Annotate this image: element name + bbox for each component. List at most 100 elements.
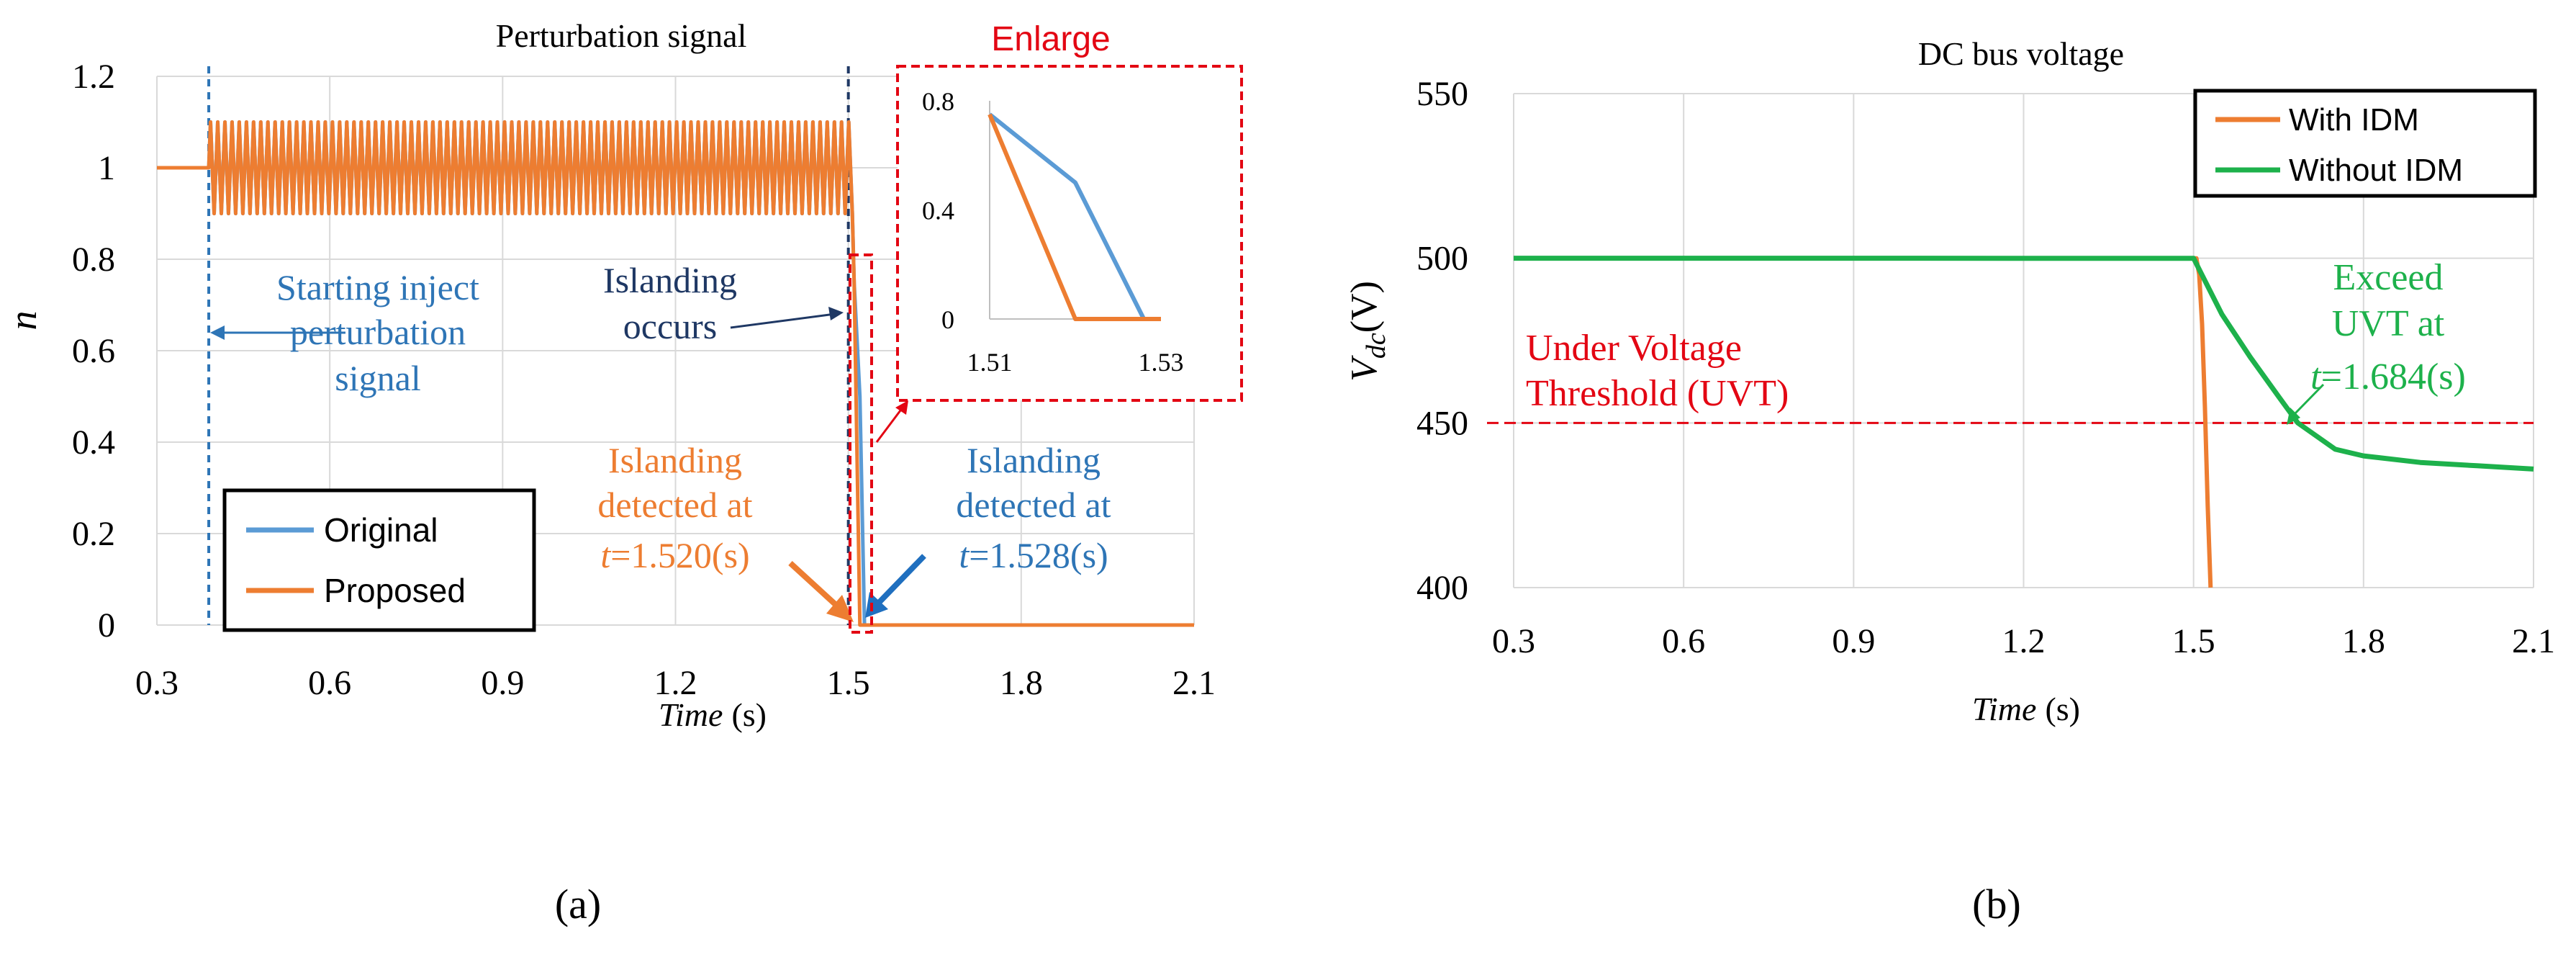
caption-b-text: (b) bbox=[1972, 881, 2021, 927]
chart-b-title: DC bus voltage bbox=[1918, 35, 2124, 72]
chart-a-xtick-label: 1.2 bbox=[654, 664, 697, 702]
inset-series-proposed bbox=[988, 113, 1161, 321]
annotation-starting-inject: Starting inject perturbation signal bbox=[210, 267, 479, 398]
chart-b-xtick-label: 1.2 bbox=[2002, 622, 2046, 660]
annotation-detected-original-t-value: =1.528(s) bbox=[969, 535, 1108, 575]
inset-ytick-label: 0 bbox=[941, 305, 954, 334]
chart-a-xlabel-var: Time bbox=[659, 696, 723, 733]
inset-xtick-label: 1.51 bbox=[967, 348, 1013, 377]
chart-a-ytick-label: 0.2 bbox=[72, 515, 115, 553]
annotation-detected-original: Islanding detected at t=1.528(s) bbox=[865, 440, 1111, 618]
inset-series bbox=[988, 112, 1161, 321]
caption-a-text: (a) bbox=[555, 881, 601, 927]
annotation-detected-original-line3: t=1.528(s) bbox=[959, 535, 1108, 575]
chart-b-legend: With IDM Without IDM bbox=[2193, 89, 2537, 198]
inset-series-original bbox=[988, 112, 1146, 320]
inset-title: Enlarge bbox=[991, 20, 1110, 58]
annotation-detected-original-arrow bbox=[876, 554, 926, 606]
legend-label-with-idm: With IDM bbox=[2289, 102, 2419, 138]
chart-b-yticks: 400 450 500 550 bbox=[1416, 75, 1468, 607]
annotation-detected-original-line1: Islanding bbox=[967, 440, 1101, 480]
inset-enlarge: Enlarge 0 0.4 0.8 1.51 1.53 bbox=[896, 20, 1243, 402]
annotation-islanding-occurs: Islanding occurs bbox=[603, 260, 844, 346]
chart-a-ytick-label: 0.4 bbox=[72, 423, 115, 462]
annotation-detected-proposed-line1: Islanding bbox=[608, 440, 742, 480]
chart-a-xtick-label: 0.9 bbox=[481, 664, 524, 702]
zoom-region-box bbox=[849, 253, 873, 634]
chart-a-ytick-label: 0 bbox=[98, 606, 115, 644]
panel-a: Perturbation signal 0 0.2 0.4 0.6 0.8 1 1.2 0.… bbox=[1, 17, 1243, 927]
chart-a-xticks: 0.3 0.6 0.9 1.2 1.5 1.8 2.1 bbox=[135, 664, 1216, 702]
chart-b-series bbox=[1513, 256, 2534, 588]
annotation-islanding-occurs-line1: Islanding bbox=[603, 260, 737, 300]
chart-b-xtick-label: 0.6 bbox=[1662, 622, 1705, 660]
chart-b-xlabel-unit: (s) bbox=[2045, 691, 2080, 727]
annotation-exceed-t-var: t bbox=[2310, 356, 2322, 397]
inset-ticks: 0 0.4 0.8 1.51 1.53 bbox=[922, 87, 1184, 377]
chart-a-xtick-label: 1.5 bbox=[827, 664, 870, 702]
legend-label-original: Original bbox=[324, 511, 438, 549]
chart-b-xticks: 0.3 0.6 0.9 1.2 1.5 1.8 2.1 bbox=[1492, 622, 2555, 660]
chart-b-xlabel-var: Time bbox=[1972, 691, 2036, 727]
annotation-starting-inject-line3: signal bbox=[335, 358, 420, 398]
chart-a-xtick-label: 1.8 bbox=[1000, 664, 1043, 702]
legend-label-proposed: Proposed bbox=[324, 572, 466, 609]
annotation-detected-proposed-line2: detected at bbox=[597, 485, 752, 525]
chart-a-xtick-label: 0.6 bbox=[308, 664, 351, 702]
chart-a-ytick-label: 1.2 bbox=[72, 58, 115, 96]
chart-b-xtick-label: 0.3 bbox=[1492, 622, 1535, 660]
chart-b-ytick-label: 550 bbox=[1416, 75, 1468, 113]
inset-frame bbox=[896, 65, 1243, 402]
chart-a-title: Perturbation signal bbox=[496, 17, 747, 54]
chart-a-ytick-label: 0.6 bbox=[72, 332, 115, 370]
caption-a: (a) bbox=[555, 881, 601, 927]
chart-b-ylabel-sub: dc bbox=[1361, 333, 1391, 359]
chart-b-xtick-label: 1.8 bbox=[2342, 622, 2385, 660]
annotation-detected-proposed-arrow bbox=[788, 561, 843, 611]
annotation-detected-proposed-t-var: t bbox=[600, 535, 611, 575]
chart-b-ylabel-var: V bbox=[1344, 355, 1385, 382]
chart-a-xtick-label: 0.3 bbox=[135, 664, 178, 702]
annotation-starting-inject-line1: Starting inject bbox=[276, 267, 479, 307]
annotation-islanding-occurs-arrow bbox=[730, 313, 836, 329]
annotation-uvt-line2: Threshold (UVT) bbox=[1526, 373, 1789, 414]
series-without-idm-line bbox=[1513, 256, 2534, 472]
chart-b-ytick-label: 450 bbox=[1416, 404, 1468, 442]
caption-b: (b) bbox=[1972, 881, 2021, 927]
annotation-uvt: Under Voltage Threshold (UVT) bbox=[1526, 328, 1789, 414]
annotation-detected-proposed-arrowhead bbox=[826, 595, 854, 622]
annotation-exceed-line2: UVT at bbox=[2332, 303, 2445, 344]
annotation-uvt-line1: Under Voltage bbox=[1526, 328, 1742, 369]
annotation-detected-original-t-var: t bbox=[959, 535, 970, 575]
annotation-starting-inject-arrowhead bbox=[210, 325, 225, 340]
panel-b: DC bus voltage 400 450 500 550 0.3 0.6 0.9 1.2… bbox=[1344, 35, 2555, 927]
annotation-islanding-occurs-arrowhead bbox=[828, 307, 844, 320]
chart-b-xtick-label: 0.9 bbox=[1832, 622, 1875, 660]
annotation-detected-proposed: Islanding detected at t=1.520(s) bbox=[597, 440, 854, 622]
chart-a-ytick-label: 1 bbox=[98, 149, 115, 187]
inset-ytick-label: 0.4 bbox=[922, 197, 954, 225]
chart-a-legend: Original Proposed bbox=[222, 488, 536, 632]
chart-a-xlabel-unit: (s) bbox=[731, 696, 767, 733]
zoom-connector-arrow bbox=[875, 407, 904, 443]
zoom-connector-arrowhead bbox=[895, 400, 908, 415]
chart-b-ytick-label: 500 bbox=[1416, 240, 1468, 278]
chart-a-ylabel: n bbox=[1, 311, 45, 331]
chart-a-xtick-label: 2.1 bbox=[1172, 664, 1216, 702]
inset-xtick-label: 1.53 bbox=[1139, 348, 1184, 377]
chart-a-xlabel: Time (s) bbox=[659, 696, 767, 733]
chart-b-ylabel-unit: (V) bbox=[1344, 281, 1385, 333]
chart-b-xtick-label: 1.5 bbox=[2172, 622, 2215, 660]
annotation-exceed: Exceed UVT at t=1.684(s) bbox=[2287, 257, 2466, 425]
annotation-detected-proposed-t-value: =1.520(s) bbox=[610, 535, 749, 575]
inset-ytick-label: 0.8 bbox=[922, 87, 954, 116]
chart-a-yticks: 0 0.2 0.4 0.6 0.8 1 1.2 bbox=[72, 58, 115, 644]
chart-b-ytick-label: 400 bbox=[1416, 569, 1468, 607]
annotation-islanding-occurs-line2: occurs bbox=[623, 306, 718, 346]
annotation-exceed-t-value: =1.684(s) bbox=[2321, 356, 2466, 397]
chart-b-xtick-label: 2.1 bbox=[2512, 622, 2555, 660]
annotation-exceed-arrowhead bbox=[2287, 408, 2300, 425]
chart-a-series bbox=[157, 66, 1194, 627]
